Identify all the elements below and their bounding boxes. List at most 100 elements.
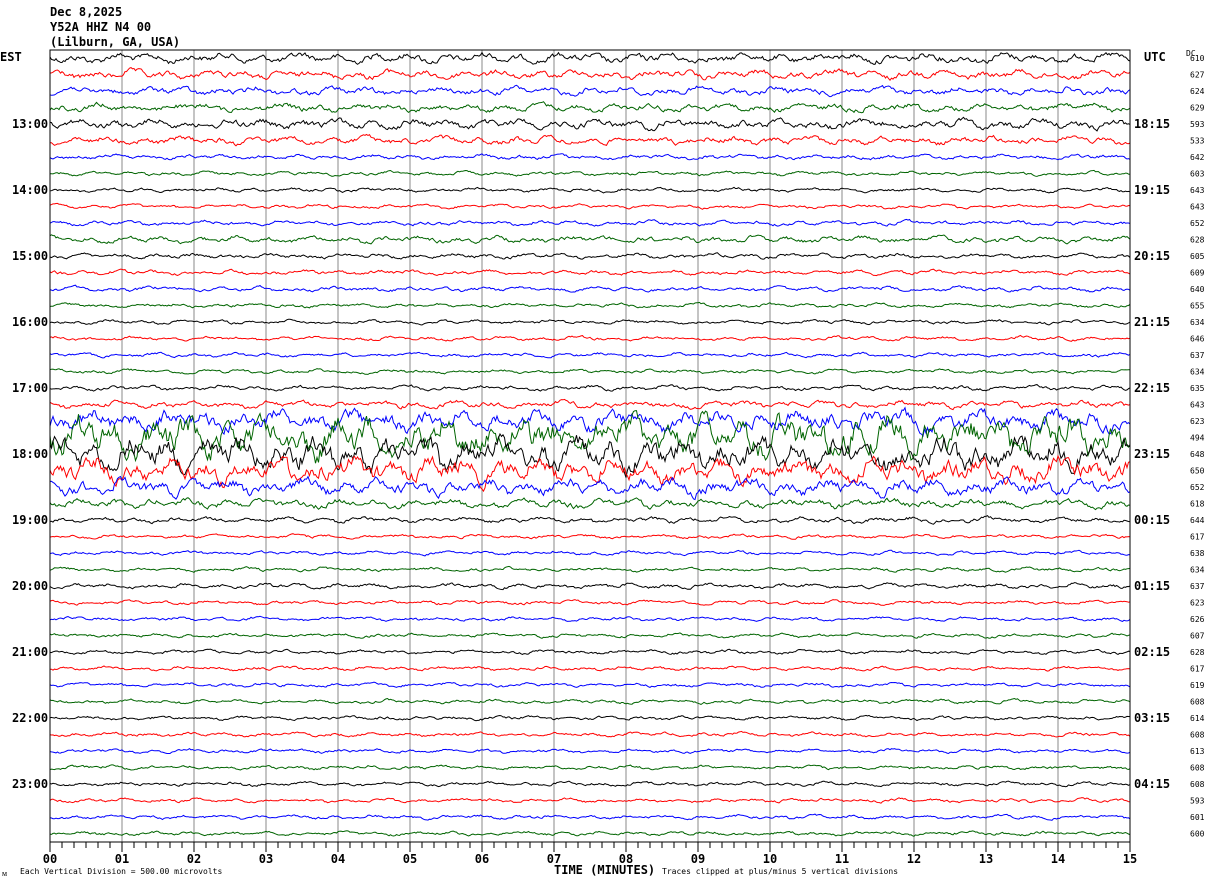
trace-row-12 [49,252,1131,260]
dc-offset-1: 627 [1190,71,1205,80]
dc-offset-19: 634 [1190,368,1205,377]
dc-offset-40: 614 [1190,714,1205,723]
dc-offset-27: 618 [1190,500,1205,509]
trace-row-11 [49,234,1131,245]
trace-row-25 [49,454,1131,493]
left-time-label: 15:00 [12,249,48,263]
dc-offset-32: 637 [1190,582,1205,591]
trace-row-27 [49,497,1131,511]
left-time-label: 21:00 [12,645,48,659]
dc-offset-36: 628 [1190,648,1205,657]
dc-offset-21: 643 [1190,401,1205,410]
dc-offset-24: 648 [1190,450,1205,459]
dc-offset-13: 609 [1190,269,1205,278]
trace-row-13 [49,268,1131,277]
trace-row-24 [49,432,1131,478]
trace-row-31 [49,565,1131,574]
minute-gridlines [121,50,1059,842]
dc-offset-16: 634 [1190,318,1205,327]
dc-offset-18: 637 [1190,351,1205,360]
x-axis-title: TIME (MINUTES) [554,863,655,877]
location-label: (Lilburn, GA, USA) [50,35,180,49]
right-time-label: 03:15 [1134,711,1170,725]
dc-offset-44: 608 [1190,780,1205,789]
dc-offset-47: 600 [1190,830,1205,839]
dc-offset-37: 617 [1190,665,1205,674]
trace-row-21 [49,398,1131,411]
trace-row-17 [49,334,1131,342]
x-tick-label: 11 [835,852,849,866]
x-tick-label: 06 [475,852,489,866]
right-time-label: 04:15 [1134,777,1170,791]
date-label: Dec 8,2025 [50,5,122,19]
right-time-label: 19:15 [1134,183,1170,197]
left-time-label: 19:00 [12,513,48,527]
dc-offset-38: 619 [1190,681,1205,690]
dc-offset-34: 626 [1190,615,1205,624]
dc-offset-46: 601 [1190,813,1205,822]
right-time-label: 02:15 [1134,645,1170,659]
trace-row-16 [49,318,1131,326]
left-time-label: 20:00 [12,579,48,593]
x-tick-label: 05 [403,852,417,866]
dc-offset-12: 605 [1190,252,1205,261]
left-time-label: 14:00 [12,183,48,197]
trace-row-32 [49,582,1131,591]
left-time-label: 18:00 [12,447,48,461]
trace-row-40 [49,714,1131,722]
trace-row-2 [49,84,1131,98]
right-time-label: 00:15 [1134,513,1170,527]
time-labels: 610 627 624 629 593 533 642 603 643 643 652 628 605 6… [12,54,1205,839]
logo-mark: ᴍ [2,869,7,878]
dc-offset-0: 610 [1190,54,1205,63]
right-timezone-label: UTC [1144,50,1166,64]
trace-row-19 [49,368,1130,375]
x-tick-label: 00 [43,852,57,866]
dc-offset-2: 624 [1190,87,1205,96]
trace-row-7 [49,169,1131,177]
right-time-label: 20:15 [1134,249,1170,263]
station-label: Y52A HHZ N4 00 [50,20,151,34]
dc-offset-45: 593 [1190,797,1205,806]
x-tick-label: 02 [187,852,201,866]
dc-offset-5: 533 [1190,137,1205,146]
trace-row-28 [49,514,1131,525]
trace-row-3 [49,101,1131,114]
trace-row-35 [49,632,1131,639]
trace-row-43 [49,764,1131,771]
trace-row-44 [49,780,1131,788]
x-tick-label: 13 [979,852,993,866]
left-time-label: 17:00 [12,381,48,395]
dc-offset-17: 646 [1190,335,1205,344]
trace-row-15 [49,301,1131,309]
trace-row-0 [49,51,1131,65]
dc-offset-9: 643 [1190,203,1205,212]
trace-row-23 [49,410,1131,464]
dc-offset-10: 652 [1190,219,1205,228]
x-tick-label: 04 [331,852,345,866]
dc-offset-31: 634 [1190,566,1205,575]
clip-note: Traces clipped at plus/minus 5 vertical … [662,867,898,876]
trace-row-9 [49,202,1131,210]
dc-offset-4: 593 [1190,120,1205,129]
dc-offset-23: 494 [1190,434,1205,443]
trace-row-10 [49,218,1131,227]
trace-row-29 [49,533,1131,540]
x-tick-label: 01 [115,852,129,866]
dc-offset-35: 607 [1190,632,1205,641]
traces [49,51,1131,837]
dc-offset-29: 617 [1190,533,1205,542]
x-tick-label: 08 [619,852,633,866]
right-time-label: 23:15 [1134,447,1170,461]
trace-row-1 [49,67,1131,81]
trace-row-46 [49,813,1131,821]
trace-row-41 [49,730,1131,738]
left-time-label: 16:00 [12,315,48,329]
trace-row-18 [49,351,1131,359]
trace-row-4 [49,116,1131,132]
dc-offset-15: 655 [1190,302,1205,311]
dc-offset-14: 640 [1190,285,1205,294]
trace-row-8 [49,186,1131,194]
trace-row-26 [49,475,1131,501]
